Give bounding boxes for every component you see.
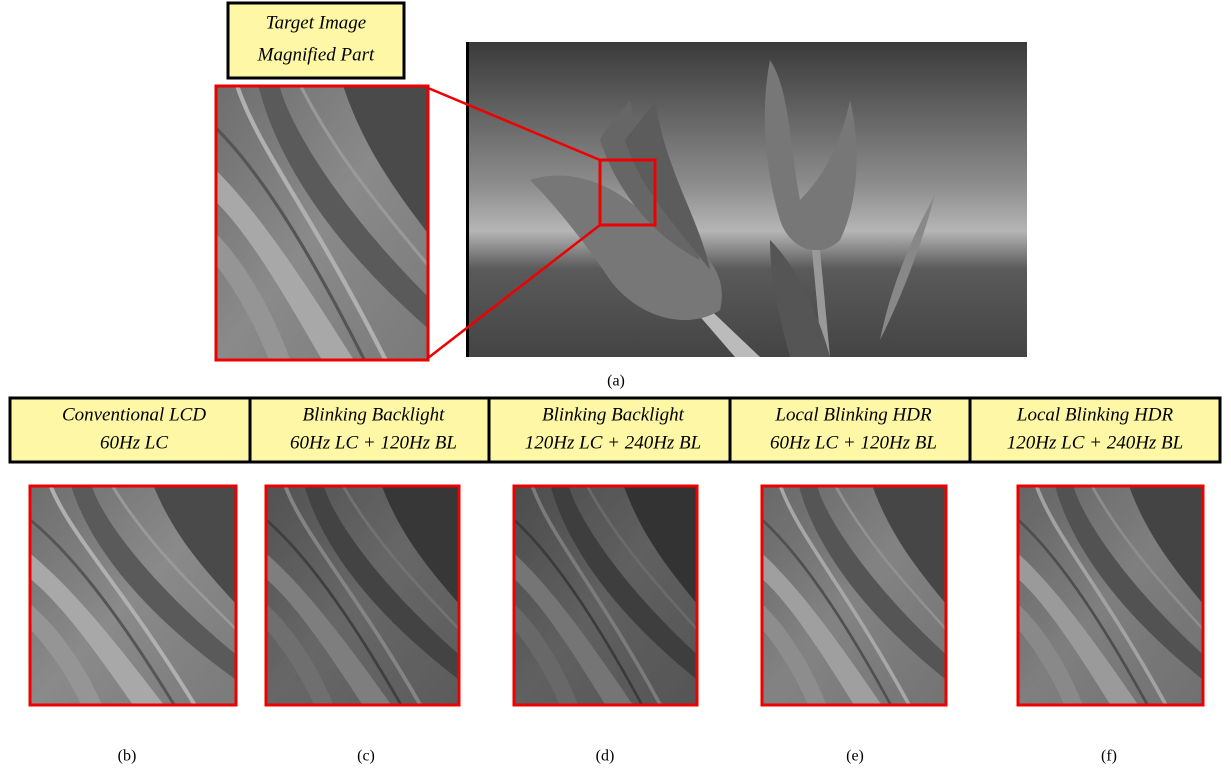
caption: (f)	[1101, 748, 1117, 765]
panel-frame	[512, 484, 699, 707]
shade	[514, 486, 697, 705]
label-box	[968, 396, 1222, 464]
shade	[762, 486, 946, 705]
magnified-frame	[214, 84, 430, 362]
label-line: 60Hz LC + 120Hz BL	[290, 432, 457, 453]
label-line: Local Blinking HDR	[1016, 404, 1174, 425]
magnified-image	[216, 86, 428, 360]
shade	[1018, 486, 1203, 705]
zoom-line	[427, 86, 601, 162]
label-box	[487, 396, 739, 464]
label-box	[8, 396, 260, 464]
label-line: 60Hz LC + 120Hz BL	[770, 432, 937, 453]
label-box	[226, 1, 406, 80]
panel-image	[30, 486, 236, 705]
label-line: 120Hz LC + 240Hz BL	[1007, 432, 1183, 453]
caption: (a)	[607, 373, 625, 390]
caption: (b)	[118, 748, 137, 765]
label-line: Target Image	[266, 12, 366, 33]
label-line: Conventional LCD	[62, 404, 206, 425]
label-line: 120Hz LC + 240Hz BL	[525, 432, 701, 453]
caption: (c)	[357, 748, 375, 765]
panel-image	[266, 486, 459, 705]
panel-frame	[28, 484, 238, 707]
label-line: Blinking Backlight	[542, 404, 685, 425]
panel-image	[514, 486, 697, 705]
label-line: Local Blinking HDR	[774, 404, 932, 425]
label-line: 60Hz LC	[100, 432, 168, 453]
zoom-line	[427, 224, 601, 359]
panel-frame	[264, 484, 461, 707]
label-line: Magnified Part	[257, 44, 375, 65]
caption: (d)	[596, 748, 615, 765]
panel-image	[762, 486, 946, 705]
label-box	[248, 396, 499, 464]
caption: (e)	[846, 748, 864, 765]
label-line: Blinking Backlight	[303, 404, 446, 425]
label-box	[728, 396, 979, 464]
main-photo	[466, 42, 1027, 357]
panel-frame	[1016, 484, 1205, 707]
shade	[266, 486, 459, 705]
panel-image	[1018, 486, 1203, 705]
panel-frame	[760, 484, 948, 707]
